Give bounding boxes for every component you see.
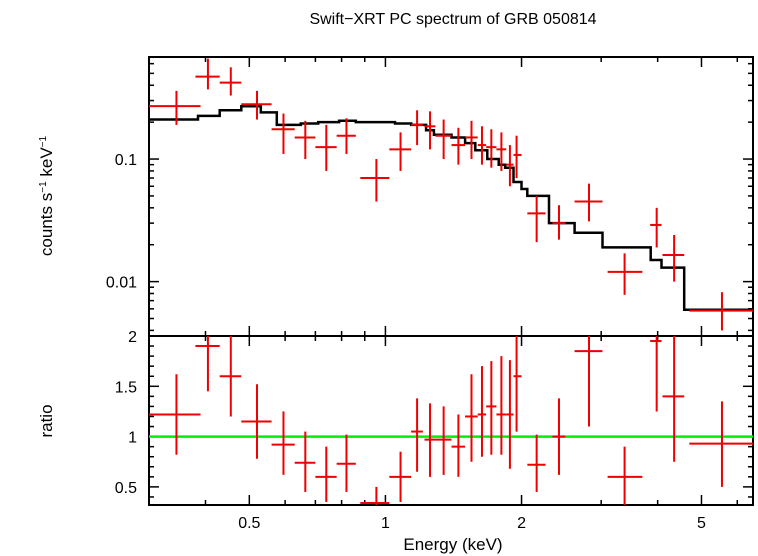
- spectrum-data-point: [689, 292, 753, 331]
- spectrum-data-point: [389, 132, 412, 171]
- ylabel-mid: keV: [37, 147, 56, 182]
- ratio-y-tick-label: 1.5: [115, 379, 137, 396]
- spectrum-data-point: [486, 129, 497, 168]
- ylabel-main: counts s: [37, 193, 56, 256]
- ratio-data-point: [513, 336, 522, 432]
- x-tick-label: 0.5: [238, 515, 260, 532]
- ratio-data-point: [527, 434, 546, 492]
- ratio-data-point: [424, 403, 436, 477]
- x-tick-label: 2: [517, 515, 526, 532]
- model-step-line: [149, 104, 753, 311]
- ratio-data-point: [477, 366, 487, 457]
- ratio-data-point: [506, 360, 514, 469]
- spectrum-data-point: [496, 132, 507, 171]
- y-tick-label: 0.01: [106, 275, 137, 292]
- ratio-data-point: [336, 434, 356, 492]
- spectrum-data-point: [662, 235, 685, 282]
- ratio-data-point: [662, 336, 685, 462]
- spectrum-data-point: [451, 127, 466, 165]
- ratio-y-axis-label: ratio: [37, 404, 56, 437]
- x-tick-label: 1: [381, 515, 390, 532]
- spectrum-data-point: [574, 183, 603, 222]
- ratio-data-point: [271, 411, 295, 475]
- ratio-y-tick-label: 1: [128, 430, 137, 447]
- spectrum-data-point: [650, 207, 662, 248]
- spectrum-data-point: [506, 145, 514, 187]
- ratio-data-point: [486, 361, 497, 455]
- spectrum-data-point: [411, 110, 423, 146]
- spectrum-data-point: [149, 90, 201, 125]
- spectrum-data-point: [219, 67, 242, 96]
- ratio-data-point: [411, 398, 423, 472]
- x-tick-label: 5: [697, 515, 706, 532]
- spectrum-data-point: [271, 113, 295, 154]
- spectrum-data-point: [513, 135, 522, 179]
- spectrum-frame: [148, 56, 754, 337]
- chart-title: Swift−XRT PC spectrum of GRB 050814: [309, 11, 596, 28]
- ratio-data-point: [294, 431, 316, 492]
- ratio-data-point: [219, 336, 242, 417]
- y-tick-label: 0.1: [115, 152, 137, 169]
- spectrum-data-point: [465, 120, 478, 160]
- spectrum-data-point: [607, 253, 643, 295]
- ratio-data-point: [607, 446, 643, 505]
- ratio-data-point: [195, 336, 220, 392]
- ratio-data-point: [552, 398, 566, 475]
- x-axis-label: Energy (keV): [403, 535, 502, 554]
- spectrum-data-point: [315, 124, 337, 171]
- ratio-data-point: [574, 336, 603, 427]
- spectrum-data-point: [477, 126, 487, 165]
- ratio-data-point: [149, 374, 201, 455]
- spectrum-y-axis-label: counts s−1 keV−1: [37, 135, 56, 256]
- ratio-data-point: [360, 486, 390, 505]
- ratio-frame: [148, 335, 754, 506]
- spectrum-panel: 0.01 0.1: [106, 56, 754, 337]
- ratio-y-tick-label: 2: [128, 329, 137, 346]
- spectrum-data-point: [435, 119, 452, 160]
- ylabel-sup-1: −1: [38, 181, 49, 193]
- spectrum-data-point: [527, 195, 546, 243]
- spectrum-data-point: [294, 120, 316, 160]
- ratio-data-point: [451, 414, 466, 477]
- ratio-data-point: [650, 336, 662, 412]
- spectrum-data-point: [424, 111, 436, 150]
- ratio-data-point: [435, 406, 452, 475]
- ratio-data-point: [465, 374, 478, 462]
- spectrum-data-point: [336, 118, 356, 154]
- ratio-data-point: [689, 401, 753, 487]
- spectrum-data-point: [195, 58, 220, 90]
- ratio-panel: 0.5 1 2 5 0.5 1 1.5 2: [115, 329, 754, 532]
- spectrum-data-point: [241, 90, 272, 120]
- ratio-data-point: [241, 384, 272, 459]
- ylabel-sup-2: −1: [38, 135, 49, 147]
- ratio-data-point: [389, 451, 412, 502]
- spectrum-data-point: [552, 205, 566, 240]
- ratio-data-point: [496, 356, 507, 455]
- ratio-data-point: [315, 446, 337, 502]
- ratio-y-tick-label: 0.5: [115, 480, 137, 497]
- spectrum-data-point: [360, 159, 390, 202]
